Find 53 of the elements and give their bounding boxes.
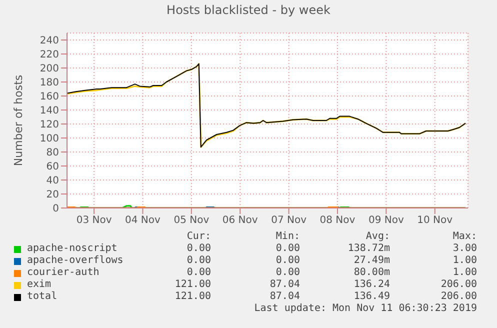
legend-label: courier-auth (27, 267, 100, 278)
y-tick-label: 80 (46, 148, 59, 159)
text: Cur: (186, 231, 211, 242)
text: 87.04 (270, 279, 300, 290)
legend-label: apache-noscript (27, 243, 118, 254)
x-tick-label: 04 Nov (125, 215, 161, 226)
x-tick-label: 08 Nov (320, 215, 356, 226)
y-tick-label: 60 (46, 162, 59, 173)
legend-label: apache-overflows (27, 255, 124, 266)
y-tick-label: 100 (40, 134, 59, 145)
y-tick-label: 220 (40, 50, 59, 61)
x-tick-label: 07 Nov (271, 215, 307, 226)
y-tick-label: 20 (46, 190, 59, 201)
y-tick-label: 200 (40, 64, 59, 75)
text: 136.24 (354, 279, 390, 290)
text: 206.00 (440, 279, 477, 290)
y-axis-title: Number of hosts (12, 74, 25, 166)
text: 27.49m (354, 255, 390, 266)
legend-label: exim (27, 279, 52, 290)
text: 0.00 (186, 255, 211, 266)
text: 0.00 (186, 243, 211, 254)
text: 136.49 (354, 291, 390, 302)
text: 121.00 (174, 291, 211, 302)
text: 3.00 (452, 243, 477, 254)
y-tick-label: 120 (40, 120, 59, 131)
x-tick-label: 03 Nov (76, 215, 112, 226)
text: Min: (276, 231, 300, 242)
text: Last update: Mon Nov 11 06:30:23 2019 (254, 303, 477, 314)
y-tick-label: 240 (40, 36, 59, 47)
y-tick-label: 0 (52, 204, 59, 215)
y-tick-label: 40 (46, 176, 59, 187)
y-tick-label: 140 (40, 106, 59, 117)
x-tick-label: 05 Nov (174, 215, 210, 226)
text: 1.00 (452, 255, 477, 266)
text: 80.00m (354, 267, 390, 278)
text: Max: (452, 231, 477, 242)
chart-title: Hosts blacklisted - by week (166, 3, 332, 17)
y-tick-label: 160 (40, 92, 59, 103)
text: 0.00 (276, 243, 300, 254)
legend-label: total (27, 291, 58, 302)
y-tick-label: 180 (40, 78, 59, 89)
x-tick-label: 10 Nov (417, 215, 453, 226)
text: 0.00 (186, 267, 211, 278)
text: 1.00 (452, 267, 477, 278)
text: 87.04 (270, 291, 300, 302)
text: 206.00 (440, 291, 477, 302)
text: Avg: (366, 231, 390, 242)
x-tick-label: 09 Nov (368, 215, 404, 226)
text: 0.00 (276, 255, 300, 266)
text: 138.72m (348, 243, 390, 254)
text: 0.00 (276, 267, 300, 278)
text: 121.00 (174, 279, 211, 290)
x-tick-label: 06 Nov (222, 215, 258, 226)
